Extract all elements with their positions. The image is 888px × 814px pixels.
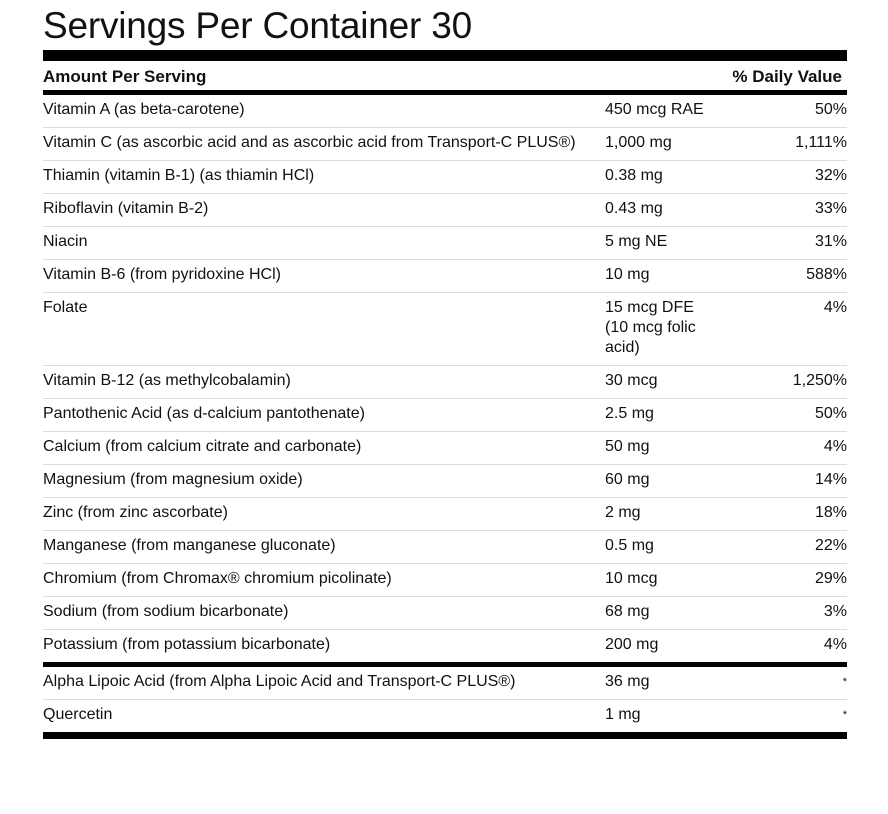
- table-row: Vitamin B-12 (as methylcobalamin) 30 mcg 1…: [43, 365, 847, 399]
- table-row: Vitamin B-6 (from pyridoxine HCl) 10 mg 58…: [43, 259, 847, 293]
- nutrient-name: Potassium (from potassium bicarbonate): [43, 636, 331, 653]
- nutrient-daily-value: 33%: [705, 193, 847, 227]
- table-row: Niacin 5 mg NE 31%: [43, 226, 847, 260]
- nutrient-name: Calcium (from calcium citrate and carbon…: [43, 431, 605, 465]
- nutrient-amount: 10 mcg: [605, 563, 705, 597]
- nutrient-daily-value: 3%: [705, 596, 847, 630]
- table-row: Calcium (from calcium citrate and carbon…: [43, 431, 847, 465]
- nutrient-name: Chromium (from Chromax® chromium picolin…: [43, 563, 605, 597]
- nutrient-amount: 1 mg: [605, 706, 641, 723]
- divider-medium: [43, 90, 847, 95]
- nutrient-amount: 1,000 mg: [605, 127, 705, 161]
- nutrient-amount: 0.5 mg: [605, 530, 705, 564]
- nutrient-daily-value: 14%: [705, 464, 847, 498]
- nutrient-name: Vitamin A (as beta-carotene): [43, 95, 605, 128]
- nutrient-name: Vitamin B-12 (as methylcobalamin): [43, 365, 605, 399]
- nutrient-amount: 2.5 mg: [605, 398, 705, 432]
- nutrient-daily-value: *: [842, 709, 847, 721]
- nutrient-daily-value: 4%: [705, 292, 847, 366]
- header-table: Amount Per Serving % Daily Value: [43, 61, 847, 90]
- other-ingredients-table: Alpha Lipoic Acid (from Alpha Lipoic Aci…: [43, 667, 847, 732]
- nutrient-name: Magnesium (from magnesium oxide): [43, 464, 605, 498]
- supplement-facts-panel: Servings Per Container 30 Amount Per Ser…: [43, 0, 847, 739]
- nutrient-name: Vitamin C (as ascorbic acid and as ascor…: [43, 127, 605, 161]
- nutrient-daily-value: 31%: [705, 226, 847, 260]
- table-row: Riboflavin (vitamin B-2) 0.43 mg 33%: [43, 193, 847, 227]
- servings-title: Servings Per Container 30: [43, 5, 472, 46]
- table-row: Manganese (from manganese gluconate) 0.5 …: [43, 530, 847, 564]
- amount-per-serving-header: Amount Per Serving: [43, 67, 207, 86]
- nutrient-name: Manganese (from manganese gluconate): [43, 530, 605, 564]
- nutrient-amount: 50 mg: [605, 431, 705, 465]
- nutrient-name: Pantothenic Acid (as d-calcium pantothen…: [43, 398, 605, 432]
- nutrient-name: Thiamin (vitamin B-1) (as thiamin HCl): [43, 160, 605, 194]
- nutrient-name: Folate: [43, 292, 605, 366]
- nutrient-daily-value: 29%: [705, 563, 847, 597]
- nutrient-amount: 60 mg: [605, 464, 705, 498]
- nutrient-amount: 68 mg: [605, 596, 705, 630]
- nutrient-daily-value: 32%: [705, 160, 847, 194]
- nutrient-amount: 30 mcg: [605, 365, 705, 399]
- nutrient-amount: 5 mg NE: [605, 226, 705, 260]
- nutrient-daily-value: 1,111%: [705, 127, 847, 161]
- nutrient-daily-value: 1,250%: [705, 365, 847, 399]
- divider-thick: [43, 50, 847, 61]
- table-row: Quercetin 1 mg *: [43, 700, 847, 733]
- nutrient-name: Niacin: [43, 226, 605, 260]
- table-row: Vitamin C (as ascorbic acid and as ascor…: [43, 127, 847, 161]
- nutrient-daily-value: 50%: [705, 398, 847, 432]
- table-row: Potassium (from potassium bicarbonate) 20…: [43, 630, 847, 663]
- nutrient-amount: 0.43 mg: [605, 193, 705, 227]
- daily-value-header: % Daily Value: [732, 67, 842, 86]
- nutrient-daily-value: 18%: [705, 497, 847, 531]
- nutrient-amount: 15 mcg DFE (10 mcg folic acid): [605, 292, 705, 366]
- nutrient-amount: 36 mg: [605, 667, 705, 700]
- table-row: Alpha Lipoic Acid (from Alpha Lipoic Aci…: [43, 667, 847, 700]
- table-row: Vitamin A (as beta-carotene) 450 mcg RAE 5…: [43, 95, 847, 128]
- nutrient-amount: 0.38 mg: [605, 160, 705, 194]
- divider-medium: [43, 662, 847, 667]
- nutrient-amount: 450 mcg RAE: [605, 95, 705, 128]
- nutrient-amount: 200 mg: [605, 636, 659, 653]
- nutrient-daily-value: 4%: [705, 431, 847, 465]
- divider-bottom: [43, 732, 847, 739]
- nutrient-name: Quercetin: [43, 706, 113, 723]
- nutrient-daily-value: 588%: [705, 259, 847, 293]
- table-row: Chromium (from Chromax® chromium picolin…: [43, 563, 847, 597]
- nutrient-amount: 2 mg: [605, 497, 705, 531]
- nutrient-name: Sodium (from sodium bicarbonate): [43, 596, 605, 630]
- table-row: Zinc (from zinc ascorbate) 2 mg 18%: [43, 497, 847, 531]
- nutrient-daily-value: 50%: [705, 95, 847, 128]
- table-row: Magnesium (from magnesium oxide) 60 mg 14%: [43, 464, 847, 498]
- nutrients-table: Vitamin A (as beta-carotene) 450 mcg RAE 5…: [43, 95, 847, 662]
- nutrient-daily-value: 4%: [823, 636, 847, 653]
- table-row: Folate 15 mcg DFE (10 mcg folic acid) 4%: [43, 292, 847, 366]
- table-row: Pantothenic Acid (as d-calcium pantothen…: [43, 398, 847, 432]
- nutrient-name: Riboflavin (vitamin B-2): [43, 193, 605, 227]
- table-row: Thiamin (vitamin B-1) (as thiamin HCl) 0.…: [43, 160, 847, 194]
- nutrient-daily-value: *: [705, 667, 847, 700]
- nutrient-name: Alpha Lipoic Acid (from Alpha Lipoic Aci…: [43, 667, 605, 700]
- nutrient-amount: 10 mg: [605, 259, 705, 293]
- table-row: Sodium (from sodium bicarbonate) 68 mg 3%: [43, 596, 847, 630]
- nutrient-name: Zinc (from zinc ascorbate): [43, 497, 605, 531]
- nutrient-daily-value: 22%: [705, 530, 847, 564]
- nutrient-name: Vitamin B-6 (from pyridoxine HCl): [43, 259, 605, 293]
